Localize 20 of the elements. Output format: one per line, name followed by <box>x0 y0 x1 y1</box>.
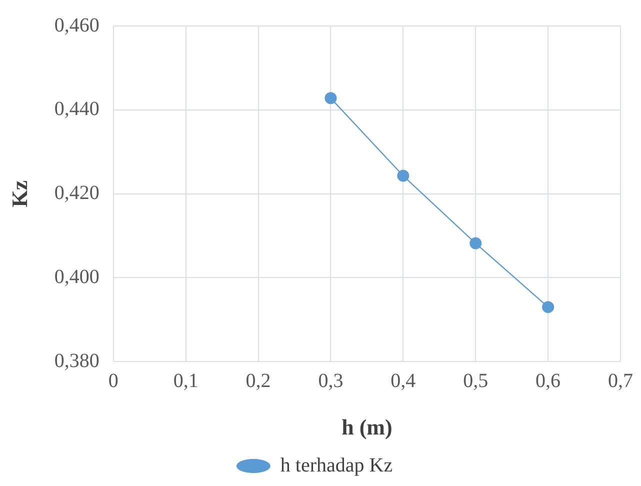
y-axis-title: Kz <box>6 180 32 208</box>
x-tick-label: 0 <box>108 370 118 392</box>
x-tick-label: 0,1 <box>173 370 198 392</box>
y-tick-label: 0,380 <box>54 350 100 372</box>
legend-label: h terhadap Kz <box>280 454 393 476</box>
x-axis-title: h (m) <box>342 414 392 440</box>
y-tick-label: 0,420 <box>54 182 100 204</box>
x-tick-label: 0,4 <box>390 370 416 392</box>
y-tick-label: 0,460 <box>54 14 100 36</box>
point <box>470 237 482 250</box>
x-tick-label: 0,2 <box>246 370 271 392</box>
x-tick-label: 0,3 <box>318 370 344 392</box>
x-tick-label: 0,6 <box>536 370 561 392</box>
point <box>397 170 410 182</box>
point <box>324 92 337 104</box>
point <box>542 301 554 314</box>
y-tick-label: 0,400 <box>54 266 100 288</box>
x-tick-label: 0,5 <box>463 370 488 392</box>
x-tick-label: 0,7 <box>608 370 633 392</box>
y-tick-label: 0,440 <box>54 98 100 120</box>
